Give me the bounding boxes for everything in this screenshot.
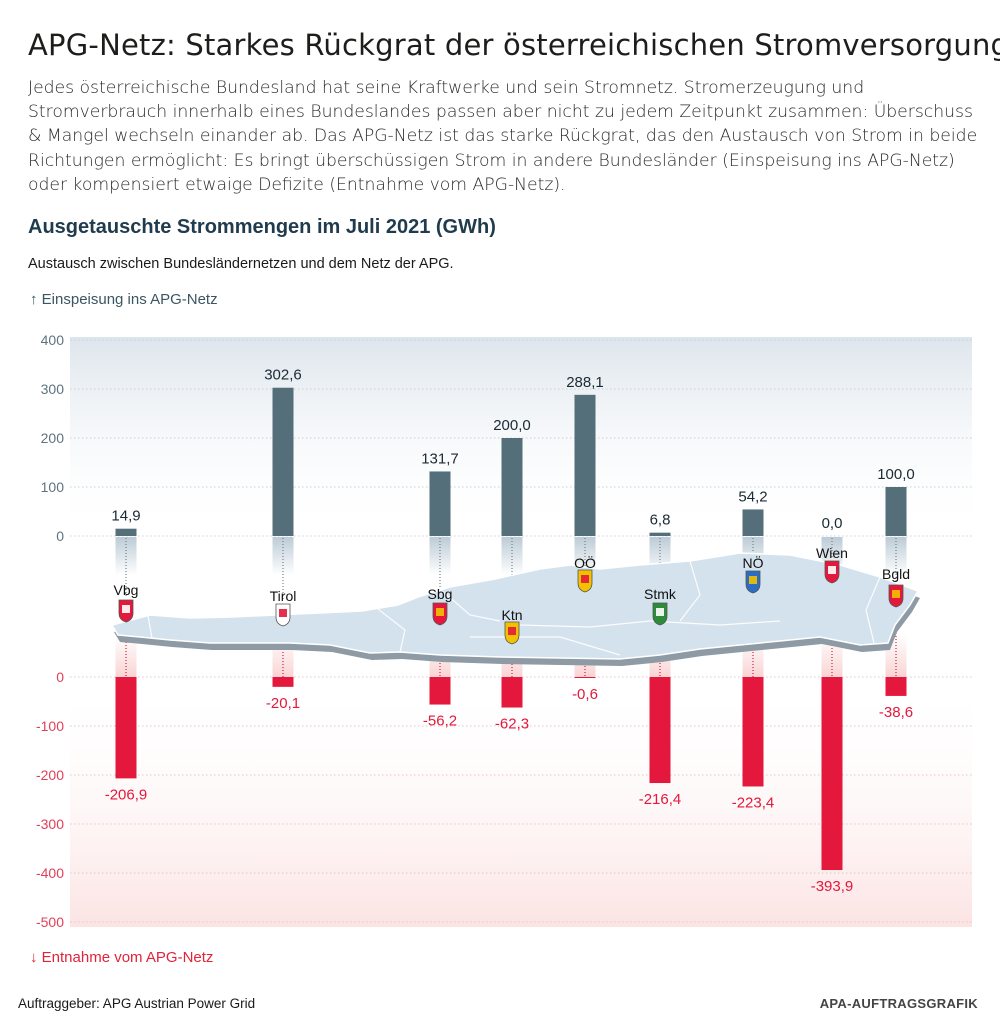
- y-tick-upper: 0: [56, 528, 64, 544]
- value-label-feed-in: 100,0: [877, 466, 915, 483]
- state-borders: [147, 560, 881, 656]
- bar-feed-in: [742, 509, 764, 536]
- bar-withdrawal: [501, 677, 523, 708]
- border-ktn-stmk: [470, 636, 621, 656]
- bar-feed-in: [272, 387, 294, 536]
- value-label-feed-in: 200,0: [493, 417, 531, 434]
- y-tick-upper: 200: [41, 430, 65, 446]
- state-label: NÖ: [743, 554, 764, 571]
- y-tick-upper: 400: [41, 332, 65, 348]
- crest-emblem: [828, 566, 836, 574]
- bar-feed-in: [115, 528, 137, 536]
- border-tirol-sbg: [377, 608, 406, 653]
- border-noe-bgld: [865, 576, 881, 644]
- austria-map: [110, 552, 920, 660]
- exchange-chart: 400 300 200 100 0 0 -100 -200 -300 -400 -500 14,9 -…: [36, 332, 972, 930]
- y-tick-lower: -200: [36, 767, 64, 783]
- border-vbg-tirol: [147, 615, 153, 639]
- state-label: Stmk: [644, 586, 677, 602]
- value-label-withdrawal: -56,2: [423, 713, 457, 730]
- page-title: APG-Netz: Starkes Rückgrat der österreic…: [28, 28, 1000, 62]
- state-label: Vbg: [114, 582, 139, 598]
- bar-feed-in: [429, 471, 451, 536]
- bar-feed-in: [885, 487, 907, 536]
- state-label: Ktn: [501, 607, 522, 623]
- border-stmk-noe: [649, 620, 781, 626]
- border-sbg-ooe: [439, 588, 501, 622]
- state-crests: [118, 560, 904, 645]
- y-tick-lower: -400: [36, 865, 64, 881]
- bar-withdrawal: [429, 677, 451, 705]
- value-label-feed-in: 288,1: [566, 374, 604, 391]
- value-label-feed-in: 6,8: [650, 512, 671, 529]
- crest-emblem: [581, 575, 589, 583]
- bar-feed-in: [649, 532, 671, 536]
- state-label: Tirol: [270, 588, 297, 604]
- value-label-feed-in: 0,0: [822, 515, 843, 532]
- intro-text: Jedes österreichische Bundesland hat sei…: [28, 78, 978, 195]
- crest-emblem: [892, 590, 900, 598]
- value-label-withdrawal: -206,9: [105, 786, 148, 803]
- agency-brand: APA-AUFTRAGSGRAFIK: [819, 996, 978, 1011]
- value-label-feed-in: 131,7: [421, 450, 459, 467]
- value-labels: 14,9 -206,9 302,6 -20,1 131,7 -56,2 200,0 -62,3…: [105, 367, 915, 895]
- crest-emblem: [122, 605, 130, 613]
- chart-subtitle: Austausch zwischen Bundesländernetzen un…: [28, 256, 454, 272]
- withdrawal-direction-label: ↓ Entnahme vom APG-Netz: [30, 949, 214, 966]
- value-label-withdrawal: -20,1: [266, 695, 300, 712]
- bar-withdrawal: [742, 677, 764, 787]
- border-ooe-stmk: [519, 620, 651, 628]
- bar-feed-in: [501, 438, 523, 536]
- state-label: Sbg: [428, 586, 453, 602]
- y-axis: 400 300 200 100 0 0 -100 -200 -300 -400 -500: [36, 332, 64, 930]
- value-label-withdrawal: -38,6: [879, 704, 913, 721]
- state-label: Bgld: [882, 566, 910, 582]
- value-label-withdrawal: -216,4: [639, 791, 682, 808]
- value-label-withdrawal: -0,6: [572, 686, 598, 703]
- y-tick-lower: -100: [36, 718, 64, 734]
- state-labels: Vbg Tirol Sbg Ktn OÖ Stmk NÖ Wien Bgld: [114, 545, 910, 623]
- y-tick-lower: 0: [56, 669, 64, 685]
- bars: [115, 387, 907, 871]
- bar-withdrawal: [885, 677, 907, 696]
- bar-withdrawal: [821, 677, 843, 871]
- bar-withdrawal: [115, 677, 137, 779]
- value-label-feed-in: 302,6: [264, 367, 302, 384]
- state-label: Wien: [816, 545, 848, 561]
- bar-withdrawal: [574, 677, 596, 678]
- value-label-withdrawal: -223,4: [732, 794, 775, 811]
- stem-lower: [115, 635, 137, 677]
- bar-withdrawal: [272, 677, 294, 687]
- state-label: OÖ: [574, 554, 596, 571]
- crest-emblem: [279, 609, 287, 617]
- crest-emblem: [749, 576, 757, 584]
- bar-feed-in: [574, 394, 596, 536]
- crest-emblem: [436, 608, 444, 616]
- y-tick-lower: -500: [36, 914, 64, 930]
- value-label-feed-in: 54,2: [738, 488, 767, 505]
- border-ooe-noe: [679, 560, 701, 622]
- y-tick-upper: 300: [41, 381, 65, 397]
- client-credit: Auftraggeber: APG Austrian Power Grid: [18, 996, 256, 1011]
- crest-emblem: [656, 608, 664, 616]
- bar-withdrawal: [649, 677, 671, 784]
- y-tick-lower: -300: [36, 816, 64, 832]
- feed-in-direction-label: ↑ Einspeisung ins APG-Netz: [30, 291, 218, 308]
- crest-emblem: [508, 627, 516, 635]
- value-label-withdrawal: -393,9: [811, 878, 854, 895]
- y-tick-upper: 100: [41, 479, 65, 495]
- value-label-withdrawal: -62,3: [495, 716, 529, 733]
- chart-title: Ausgetauschte Strommengen im Juli 2021 (…: [28, 216, 496, 238]
- value-label-feed-in: 14,9: [111, 508, 140, 525]
